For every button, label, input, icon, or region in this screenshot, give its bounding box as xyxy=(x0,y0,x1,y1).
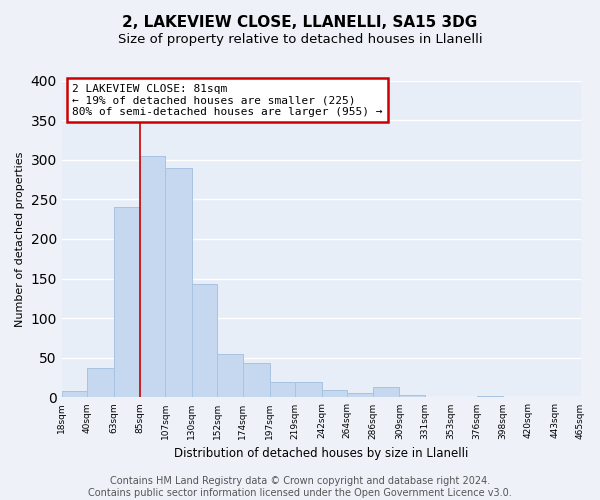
Bar xyxy=(140,156,165,398)
Bar xyxy=(347,394,373,398)
Bar xyxy=(192,284,217,398)
Bar xyxy=(477,396,503,398)
Bar xyxy=(322,390,347,398)
Bar xyxy=(165,168,192,398)
Text: 2, LAKEVIEW CLOSE, LLANELLI, SA15 3DG: 2, LAKEVIEW CLOSE, LLANELLI, SA15 3DG xyxy=(122,15,478,30)
Bar xyxy=(62,391,88,398)
X-axis label: Distribution of detached houses by size in Llanelli: Distribution of detached houses by size … xyxy=(174,447,469,460)
Bar xyxy=(217,354,243,398)
Bar xyxy=(373,387,400,398)
Bar xyxy=(555,396,580,398)
Text: Contains HM Land Registry data © Crown copyright and database right 2024.
Contai: Contains HM Land Registry data © Crown c… xyxy=(88,476,512,498)
Y-axis label: Number of detached properties: Number of detached properties xyxy=(15,152,25,326)
Bar xyxy=(295,382,322,398)
Text: 2 LAKEVIEW CLOSE: 81sqm
← 19% of detached houses are smaller (225)
80% of semi-d: 2 LAKEVIEW CLOSE: 81sqm ← 19% of detache… xyxy=(72,84,383,117)
Bar xyxy=(400,395,425,398)
Bar xyxy=(114,208,140,398)
Text: Size of property relative to detached houses in Llanelli: Size of property relative to detached ho… xyxy=(118,32,482,46)
Bar xyxy=(88,368,114,398)
Bar xyxy=(269,382,295,398)
Bar xyxy=(243,362,269,398)
